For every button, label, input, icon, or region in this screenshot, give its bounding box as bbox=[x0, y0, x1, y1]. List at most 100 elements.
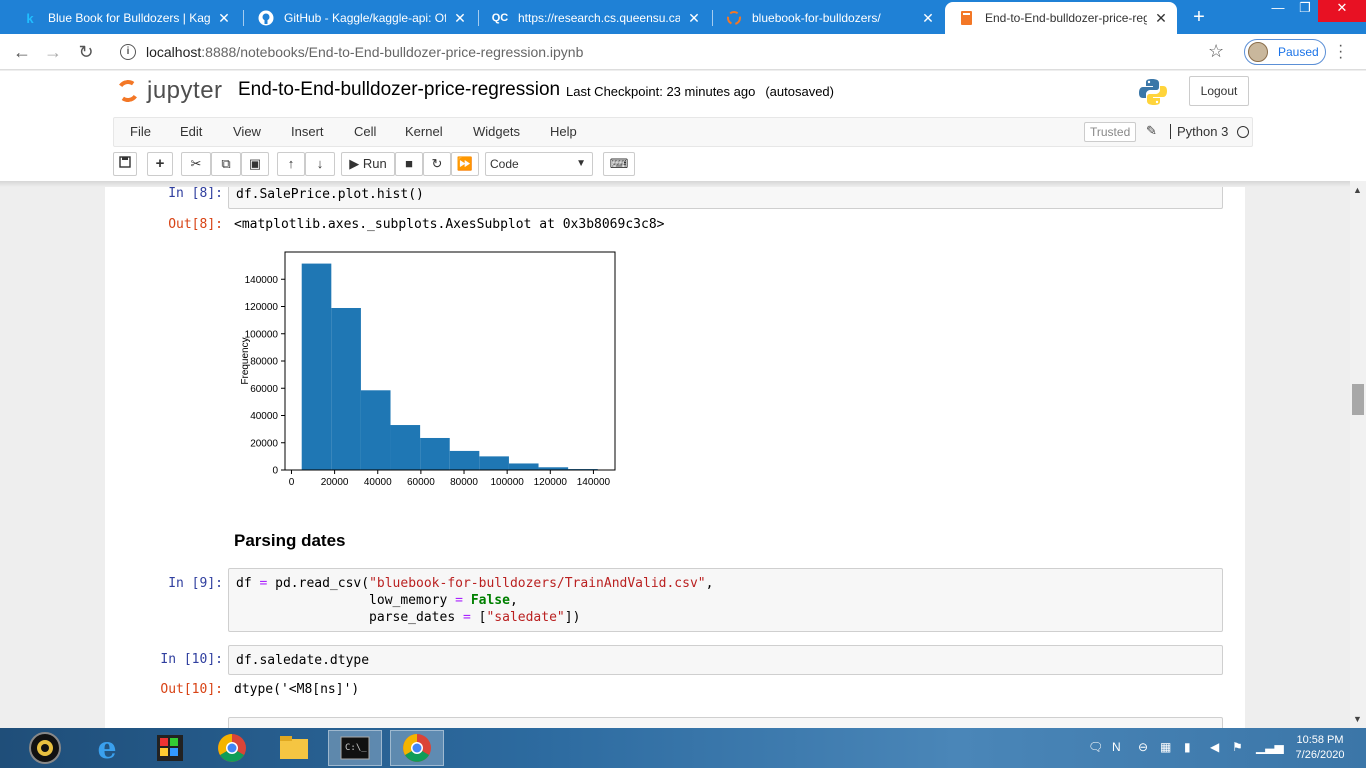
menu-kernel[interactable]: Kernel bbox=[405, 124, 443, 139]
bookmark-star-icon[interactable]: ☆ bbox=[1208, 41, 1225, 61]
cut-icon[interactable]: ✂ bbox=[181, 152, 211, 176]
chat-icon[interactable]: 🗨 bbox=[1088, 740, 1104, 754]
menu-edit[interactable]: Edit bbox=[180, 124, 203, 139]
stop-icon[interactable]: ■ bbox=[395, 152, 423, 176]
browser-tab-notebook[interactable]: End-to-End-bulldozer-price-reg ✕ bbox=[945, 2, 1177, 34]
volume-icon[interactable]: ◀ bbox=[1210, 740, 1220, 754]
pencil-icon[interactable]: ✎ bbox=[1146, 123, 1157, 138]
kernel-idle-indicator-icon bbox=[1237, 126, 1249, 138]
notebook-icon bbox=[959, 10, 975, 26]
avatar bbox=[1248, 42, 1268, 62]
histogram-bar bbox=[331, 307, 361, 470]
insert-cell-icon[interactable]: + bbox=[147, 152, 173, 176]
restart-icon[interactable]: ↻ bbox=[423, 152, 451, 176]
x-tick-label: 40000 bbox=[364, 477, 392, 488]
scroll-down-icon[interactable]: ▼ bbox=[1353, 714, 1362, 724]
browser-tab-github[interactable]: GitHub - Kaggle/kaggle-api: Offi ✕ bbox=[244, 2, 476, 34]
chrome-icon[interactable] bbox=[205, 730, 259, 766]
close-icon[interactable]: ✕ bbox=[218, 9, 230, 26]
menu-widgets[interactable]: Widgets bbox=[473, 124, 520, 139]
media-app-icon[interactable] bbox=[143, 730, 197, 766]
power-icon[interactable]: ▮ bbox=[1184, 740, 1191, 754]
internet-explorer-icon[interactable]: e bbox=[97, 730, 117, 766]
info-icon[interactable]: i bbox=[120, 44, 136, 60]
cell-9-code[interactable]: df = pd.read_csv("bluebook-for-bulldozer… bbox=[228, 568, 1223, 632]
url-field[interactable]: i localhost:8888/notebooks/End-to-End-bu… bbox=[108, 38, 1238, 66]
y-axis-label: Frequency bbox=[240, 337, 251, 384]
x-tick-label: 20000 bbox=[321, 477, 349, 488]
tab-title: Blue Book for Bulldozers | Kaggle bbox=[48, 11, 210, 25]
terminal-icon[interactable]: C:\_ bbox=[328, 730, 382, 766]
signal-icon[interactable]: ▁▃▅ bbox=[1256, 740, 1284, 754]
histogram-bar bbox=[538, 467, 569, 470]
profile-button[interactable]: Paused bbox=[1244, 39, 1326, 65]
close-icon[interactable]: ✕ bbox=[922, 9, 934, 26]
scroll-up-icon[interactable]: ▲ bbox=[1353, 185, 1362, 195]
kebab-menu-icon[interactable]: · · · bbox=[1338, 37, 1344, 66]
close-icon[interactable]: ✕ bbox=[1155, 9, 1167, 26]
close-icon[interactable]: ✕ bbox=[688, 9, 700, 26]
copy-icon[interactable]: ⧉ bbox=[211, 152, 241, 176]
window-close-icon[interactable]: ✕ bbox=[1318, 0, 1366, 22]
page-scrollbar[interactable]: ▲ ▼ bbox=[1350, 181, 1366, 728]
windows-taskbar: e C:\_ 🗨 N ⊖ ▦ ▮ ◀ ⚑ ▁▃▅ 10:58 PM 7/26/2… bbox=[0, 728, 1366, 768]
flag-icon[interactable]: ⚑ bbox=[1232, 740, 1243, 754]
minimize-icon[interactable]: — bbox=[1271, 0, 1285, 15]
run-button[interactable]: ▶︎ Run bbox=[341, 152, 395, 176]
menu-file[interactable]: File bbox=[130, 124, 151, 139]
browser-tab-bar: k Blue Book for Bulldozers | Kaggle ✕ Gi… bbox=[0, 0, 1366, 34]
cell-8-output-text: <matplotlib.axes._subplots.AxesSubplot a… bbox=[234, 217, 665, 232]
file-explorer-icon[interactable] bbox=[267, 730, 321, 766]
python-logo-icon bbox=[1139, 79, 1167, 105]
chrome-active-icon[interactable] bbox=[390, 730, 444, 766]
y-tick-label: 60000 bbox=[250, 384, 278, 395]
forward-arrow-icon[interactable]: → bbox=[44, 42, 62, 62]
fast-forward-icon[interactable]: ⏩ bbox=[451, 152, 479, 176]
menu-view[interactable]: View bbox=[233, 124, 261, 139]
network-badge-icon[interactable]: N bbox=[1112, 740, 1121, 754]
new-tab-button[interactable]: + bbox=[1193, 6, 1205, 28]
keyboard-icon[interactable]: ⌨ bbox=[603, 152, 635, 176]
cell-9-input-prompt: In [9]: bbox=[168, 576, 223, 591]
start-button[interactable] bbox=[18, 730, 72, 766]
move-down-icon[interactable]: ↓ bbox=[305, 152, 335, 176]
address-bar: ← → ↻ i localhost:8888/notebooks/End-to-… bbox=[0, 34, 1366, 70]
browser-tab-bluebook[interactable]: bluebook-for-bulldozers/ ✕ bbox=[712, 2, 944, 34]
menu-help[interactable]: Help bbox=[550, 124, 577, 139]
scroll-thumb[interactable] bbox=[1352, 384, 1364, 415]
saleprice-histogram: 0 20000 40000 60000 80000 100000 120000 140000 … bbox=[240, 251, 616, 488]
cell-type-select[interactable]: Code ▼ bbox=[485, 152, 593, 176]
cell-10-code[interactable]: df.saledate.dtype bbox=[228, 645, 1223, 675]
menu-cell[interactable]: Cell bbox=[354, 124, 377, 139]
svg-text:C:\_: C:\_ bbox=[345, 743, 367, 753]
kernel-name[interactable]: Python 3 bbox=[1170, 124, 1228, 139]
system-clock[interactable]: 10:58 PM 7/26/2020 bbox=[1290, 733, 1350, 763]
browser-tab-queensu[interactable]: QC https://research.cs.queensu.ca/h ✕ bbox=[478, 2, 710, 34]
back-arrow-icon[interactable]: ← bbox=[13, 42, 31, 62]
tab-title: https://research.cs.queensu.ca/h bbox=[518, 11, 680, 25]
reload-icon[interactable]: ↻ bbox=[78, 42, 94, 62]
cell-8-output-prompt: Out[8]: bbox=[168, 217, 223, 232]
move-up-icon[interactable]: ↑ bbox=[277, 152, 305, 176]
chevron-down-icon: ▼ bbox=[576, 158, 586, 169]
jupyter-logo[interactable]: jupyter bbox=[115, 77, 223, 105]
trusted-indicator[interactable]: Trusted bbox=[1084, 122, 1137, 142]
tray-circle-icon[interactable]: ⊖ bbox=[1138, 740, 1149, 754]
restore-icon[interactable]: ❐ bbox=[1299, 0, 1311, 15]
close-icon[interactable]: ✕ bbox=[454, 9, 466, 26]
browser-tab-kaggle[interactable]: k Blue Book for Bulldozers | Kaggle ✕ bbox=[8, 2, 240, 34]
run-label: Run bbox=[362, 156, 387, 171]
menu-insert[interactable]: Insert bbox=[291, 124, 324, 139]
notebook-title[interactable]: End-to-End-bulldozer-price-regression bbox=[238, 79, 561, 100]
logout-button[interactable]: Logout bbox=[1189, 76, 1249, 106]
display-icon[interactable]: ▦ bbox=[1160, 740, 1172, 754]
y-tick-label: 20000 bbox=[250, 438, 278, 449]
notebook-page: In [8]: df.SalePrice.plot.hist() Out[8]:… bbox=[105, 181, 1245, 728]
tab-title: End-to-End-bulldozer-price-reg bbox=[985, 11, 1147, 25]
y-tick-label: 40000 bbox=[250, 411, 278, 422]
paste-icon[interactable]: ▣ bbox=[241, 152, 269, 176]
histogram-bar bbox=[508, 463, 539, 470]
next-cell-code[interactable] bbox=[228, 717, 1223, 728]
save-icon[interactable] bbox=[113, 152, 137, 176]
x-tick-label: 100000 bbox=[490, 477, 524, 488]
